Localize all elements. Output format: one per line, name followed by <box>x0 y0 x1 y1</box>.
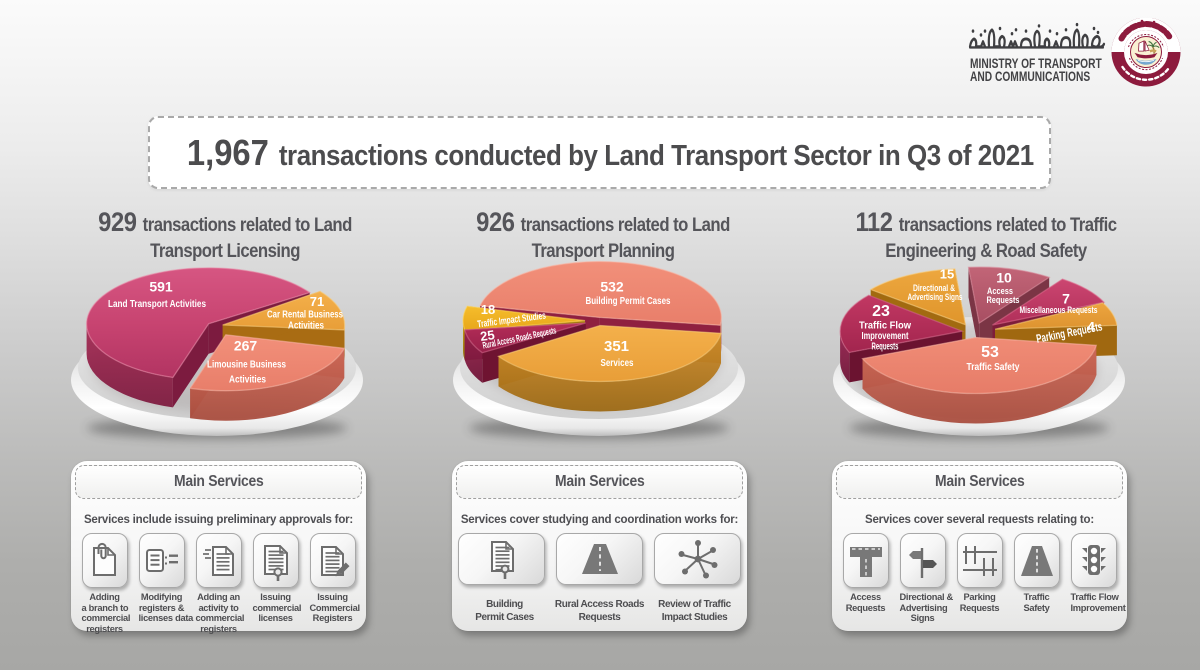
svg-text:351: 351 <box>604 338 629 355</box>
svg-text:7: 7 <box>1062 291 1070 307</box>
svg-text:23: 23 <box>872 303 890 320</box>
svg-text:Activities: Activities <box>288 321 324 332</box>
svg-text:Traffic Safety: Traffic Safety <box>967 361 1020 373</box>
svg-text:Services: Services <box>601 357 634 369</box>
svg-text:532: 532 <box>600 279 624 295</box>
svg-text:Access: Access <box>987 286 1013 296</box>
svg-text:Limousine Business: Limousine Business <box>207 360 286 371</box>
svg-text:15: 15 <box>940 267 954 282</box>
svg-text:Advertising Signs: Advertising Signs <box>908 292 963 302</box>
svg-text:Requests: Requests <box>987 295 1020 305</box>
svg-text:Land Transport Activities: Land Transport Activities <box>108 299 206 310</box>
svg-text:Directional &: Directional & <box>913 283 955 293</box>
svg-text:Requests: Requests <box>872 341 899 353</box>
svg-text:4: 4 <box>1087 319 1095 335</box>
svg-text:10: 10 <box>996 270 1012 286</box>
svg-text:Activities: Activities <box>229 375 266 386</box>
svg-text:Building Permit Cases: Building Permit Cases <box>586 296 671 307</box>
svg-text:Improvement: Improvement <box>862 330 909 342</box>
svg-text:25: 25 <box>479 327 495 344</box>
svg-text:53: 53 <box>981 344 999 361</box>
svg-text:Traffic Flow: Traffic Flow <box>859 320 912 332</box>
svg-text:Miscellaneous Requests: Miscellaneous Requests <box>1020 305 1098 315</box>
svg-text:18: 18 <box>481 302 495 317</box>
svg-text:267: 267 <box>234 338 258 354</box>
svg-text:Car Rental Business: Car Rental Business <box>267 309 343 320</box>
svg-text:71: 71 <box>310 294 324 309</box>
svg-text:591: 591 <box>149 279 173 295</box>
